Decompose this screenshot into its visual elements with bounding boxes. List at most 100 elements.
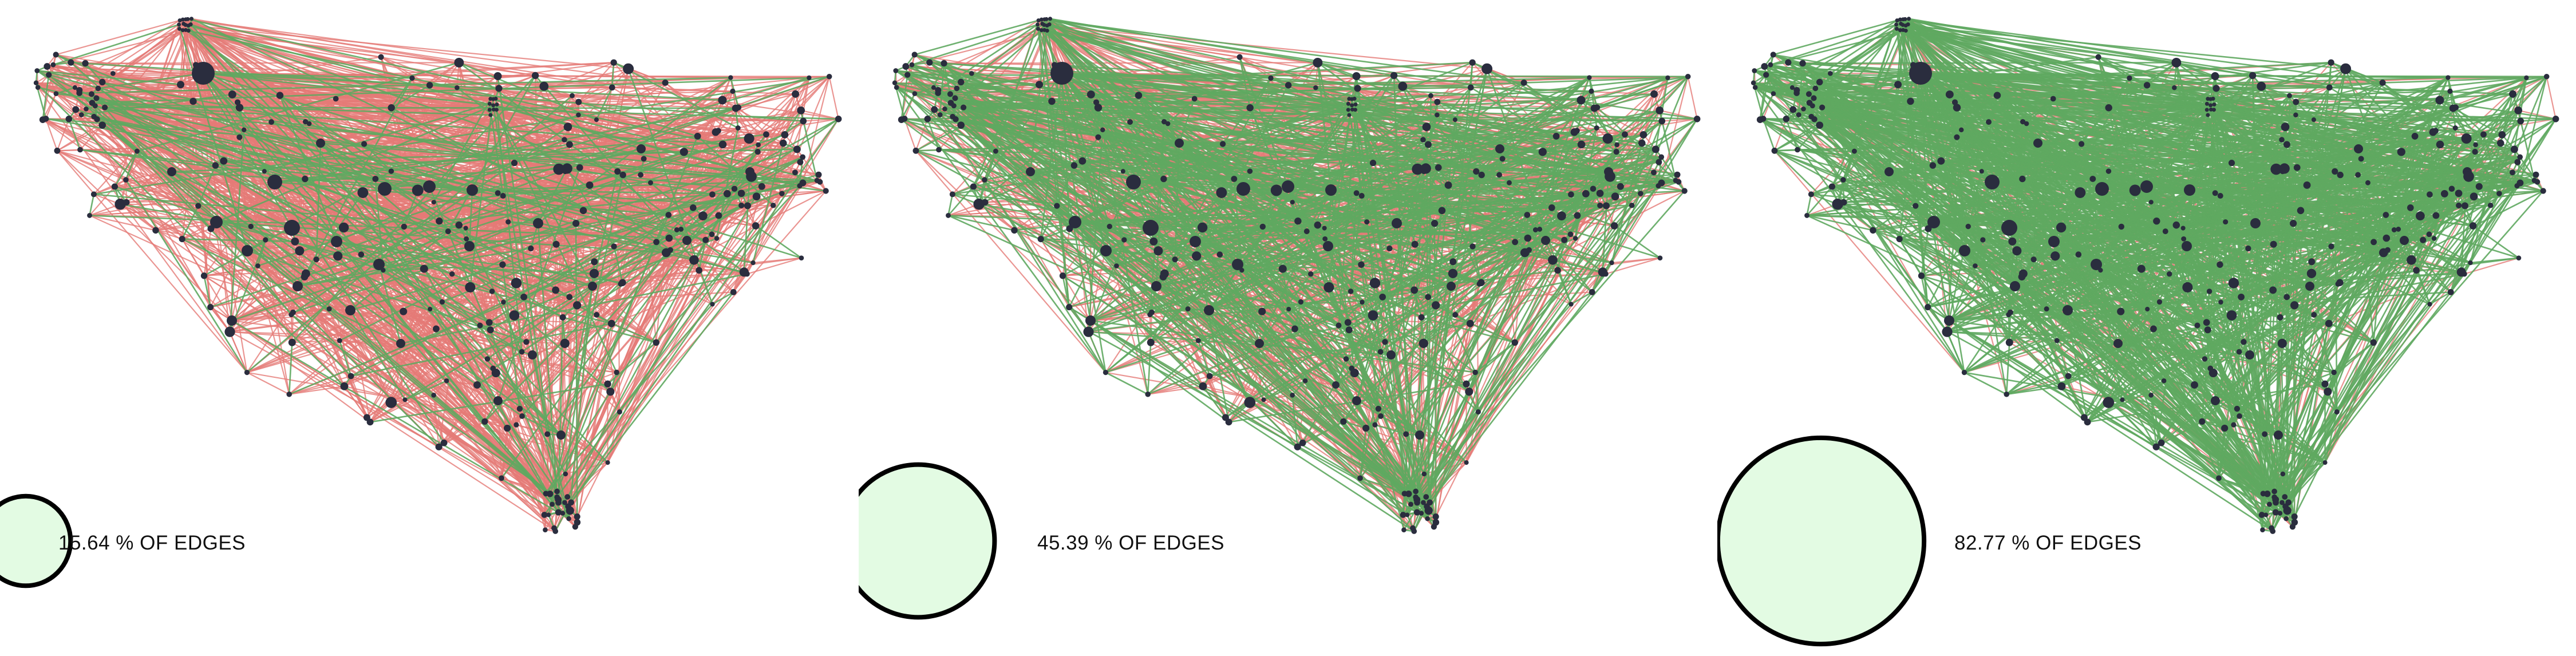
node <box>1557 211 1566 221</box>
highlighted-edge <box>80 149 430 188</box>
node <box>562 137 567 143</box>
node <box>1204 305 1214 315</box>
edge <box>749 156 803 173</box>
node <box>1568 191 1574 198</box>
node <box>436 218 443 225</box>
node <box>1151 281 1161 291</box>
node <box>1353 102 1358 107</box>
highlighted-edge <box>1175 99 1582 260</box>
highlighted-edge <box>558 148 642 170</box>
node <box>1344 319 1352 326</box>
highlighted-edge <box>1090 319 1415 532</box>
node <box>1444 181 1452 189</box>
node <box>316 139 325 148</box>
node <box>68 59 74 66</box>
edge <box>1105 372 1264 401</box>
node <box>262 169 267 174</box>
node <box>179 236 185 243</box>
highlighted-edge <box>493 98 817 181</box>
node <box>177 18 182 23</box>
highlighted-edge <box>203 73 562 436</box>
node <box>1026 167 1035 176</box>
node <box>255 263 260 268</box>
edge <box>530 248 657 343</box>
highlighted-edge <box>937 92 1437 517</box>
node <box>454 57 464 68</box>
node <box>501 299 506 305</box>
highlighted-edge <box>74 87 352 377</box>
node <box>823 188 829 194</box>
highlighted-edge-layer <box>894 18 1698 532</box>
node <box>1438 207 1446 215</box>
node <box>449 271 455 277</box>
node <box>1477 279 1485 286</box>
highlighted-edge <box>895 70 1571 195</box>
node <box>737 189 745 197</box>
node <box>493 96 498 101</box>
highlighted-edge <box>68 118 81 151</box>
node <box>611 243 617 250</box>
node <box>793 145 801 153</box>
highlighted-edge <box>1423 144 1618 503</box>
node <box>1114 263 1119 268</box>
node <box>192 62 199 68</box>
node <box>946 212 951 218</box>
highlighted-edge <box>957 72 1062 89</box>
node <box>1100 245 1112 256</box>
highlighted-edge <box>1406 127 1598 516</box>
node <box>1452 117 1457 122</box>
node <box>1447 282 1456 291</box>
node <box>1435 112 1440 118</box>
node <box>554 488 560 495</box>
node <box>1538 148 1547 156</box>
node <box>555 496 562 503</box>
node <box>1473 168 1480 175</box>
highlighted-edge <box>89 215 669 239</box>
node <box>290 309 296 315</box>
node <box>562 500 567 505</box>
node <box>1405 490 1412 497</box>
node <box>1411 528 1417 534</box>
node <box>357 187 369 198</box>
node <box>1400 512 1406 518</box>
highlighted-edge <box>384 188 728 195</box>
highlighted-edge <box>948 215 1015 231</box>
node <box>1148 309 1155 315</box>
node <box>1358 261 1365 268</box>
highlighted-edge <box>497 76 559 500</box>
edge <box>944 62 1318 64</box>
highlighted-edge <box>564 144 759 503</box>
edge <box>1037 23 1357 77</box>
node <box>1364 219 1370 225</box>
node <box>1323 282 1334 293</box>
node <box>575 98 582 105</box>
highlighted-edge <box>1195 126 1427 243</box>
node <box>1036 18 1041 23</box>
highlighted-edge <box>978 203 1337 386</box>
node <box>752 222 760 230</box>
node <box>1285 82 1292 89</box>
edge <box>183 29 712 235</box>
highlighted-edge <box>907 74 1679 183</box>
node <box>556 430 566 440</box>
node <box>1541 236 1550 245</box>
node <box>1348 289 1354 294</box>
node <box>1185 306 1191 312</box>
node <box>1524 234 1532 242</box>
node <box>523 339 530 345</box>
node <box>570 93 575 98</box>
highlighted-edge <box>1249 107 1380 409</box>
node <box>72 85 77 90</box>
node <box>1175 139 1184 148</box>
highlighted-edge <box>560 171 619 436</box>
node <box>123 177 129 183</box>
node <box>1236 54 1243 60</box>
node <box>1153 246 1163 256</box>
node <box>715 128 721 134</box>
highlighted-edge <box>1317 62 1456 121</box>
node <box>826 73 832 80</box>
highlighted-edge <box>469 98 494 288</box>
highlighted-edge <box>114 186 127 203</box>
node <box>511 278 522 289</box>
node <box>195 203 202 209</box>
